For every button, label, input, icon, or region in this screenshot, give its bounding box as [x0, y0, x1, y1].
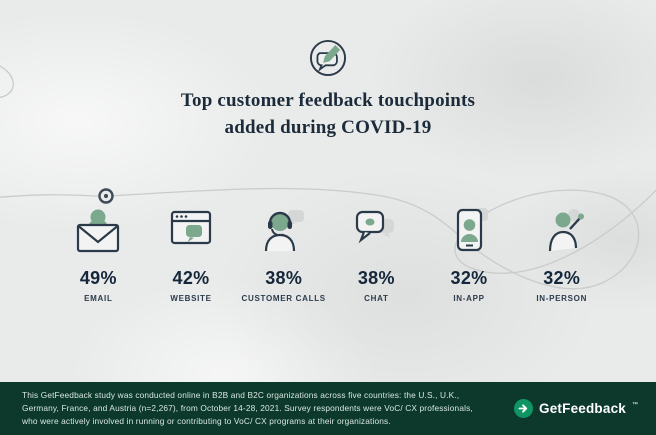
brand-trademark: ™ [632, 401, 638, 408]
stat-label: CUSTOMER CALLS [241, 294, 326, 303]
stat-value: 38% [265, 268, 303, 288]
footer-bar: This GetFeedback study was conducted onl… [0, 382, 656, 435]
getfeedback-logo-icon [514, 399, 534, 418]
stat-value: 49% [79, 268, 117, 288]
website-icon [159, 198, 223, 258]
title-line-1: Top customer feedback touchpoints [180, 90, 476, 111]
touchpoint-item-website: 42% WEBSITE [145, 198, 238, 303]
touchpoint-item-in-person: 32% IN-PERSON [515, 198, 608, 303]
email-icon [66, 198, 130, 258]
stat-value: 32% [450, 268, 488, 288]
chat-icon [344, 198, 408, 258]
in-app-icon [437, 198, 501, 258]
page-title: Top customer feedback touchpoints added … [0, 88, 656, 141]
in-person-icon [530, 198, 594, 258]
stat-label: EMAIL [84, 294, 113, 303]
touchpoint-item-customer-calls: 38% CUSTOMER CALLS [237, 198, 330, 303]
getfeedback-logo: GetFeedback ™ [514, 399, 638, 418]
stat-label: WEBSITE [170, 294, 212, 303]
touchpoint-item-email: 49% EMAIL [52, 198, 145, 303]
speech-bubble-pencil-icon [309, 39, 347, 77]
study-note: This GetFeedback study was conducted onl… [22, 390, 473, 426]
title-line-2: added during COVID-19 [224, 116, 432, 138]
stat-value: 38% [357, 268, 395, 288]
feedback-note-emblem [0, 32, 656, 84]
touchpoint-item-chat: 38% CHAT [330, 198, 423, 303]
brand-name: GetFeedback [539, 401, 626, 416]
stat-label: IN-APP [453, 294, 485, 303]
stat-value: 32% [543, 268, 581, 288]
stat-label: IN-PERSON [536, 294, 588, 303]
touchpoint-item-in-app: 32% IN-APP [423, 198, 516, 303]
touchpoint-items: 49% EMAIL 42% WEBSITE [52, 198, 608, 303]
stat-value: 42% [172, 268, 210, 288]
stat-label: CHAT [364, 294, 389, 303]
customer-calls-icon [252, 198, 316, 258]
